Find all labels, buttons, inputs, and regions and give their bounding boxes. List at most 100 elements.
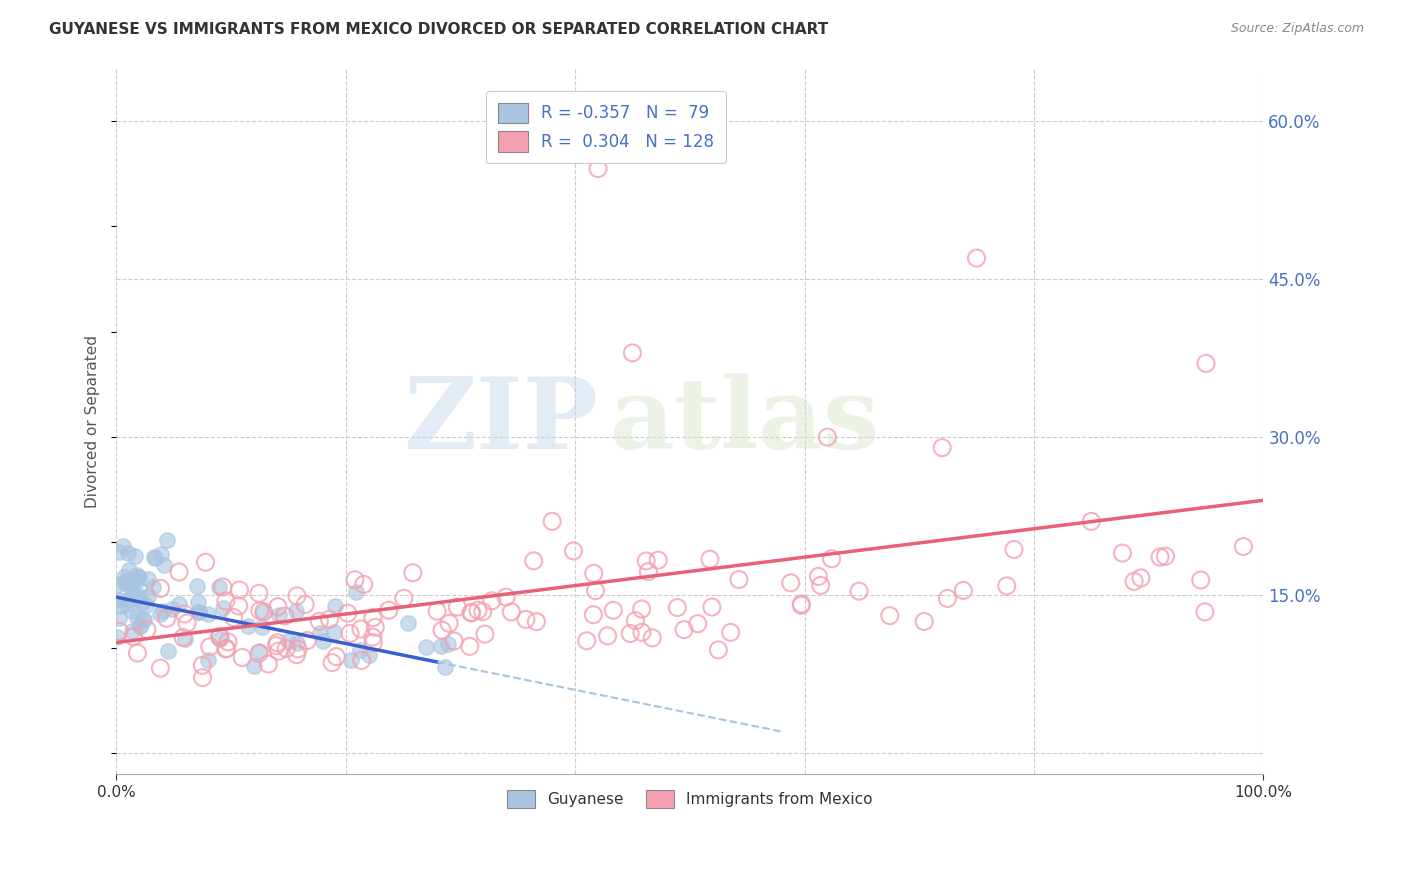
Point <box>966 251 988 265</box>
Point <box>285 636 308 650</box>
Point <box>1154 549 1177 564</box>
Point <box>208 580 231 594</box>
Point <box>187 595 209 609</box>
Point <box>526 615 548 629</box>
Point <box>114 575 136 590</box>
Text: GUYANESE VS IMMIGRANTS FROM MEXICO DIVORCED OR SEPARATED CORRELATION CHART: GUYANESE VS IMMIGRANTS FROM MEXICO DIVOR… <box>49 22 828 37</box>
Point <box>995 579 1018 593</box>
Point <box>647 553 669 567</box>
Point <box>114 574 136 588</box>
Text: Source: ZipAtlas.com: Source: ZipAtlas.com <box>1230 22 1364 36</box>
Point <box>252 605 274 619</box>
Point <box>208 632 231 646</box>
Point <box>107 545 129 559</box>
Point <box>128 590 150 604</box>
Point <box>353 577 375 591</box>
Point <box>636 554 658 568</box>
Point <box>624 614 647 628</box>
Point <box>143 550 166 565</box>
Point <box>167 565 190 579</box>
Point <box>402 566 425 580</box>
Point <box>250 620 273 634</box>
Point <box>273 609 295 624</box>
Point <box>285 648 308 662</box>
Point <box>308 615 330 629</box>
Point <box>931 441 953 455</box>
Point <box>318 612 340 626</box>
Point <box>621 346 644 360</box>
Point <box>523 554 546 568</box>
Point <box>1002 542 1025 557</box>
Point <box>129 619 152 633</box>
Point <box>936 591 959 606</box>
Point <box>294 598 316 612</box>
Point <box>415 640 437 654</box>
Point <box>149 607 172 621</box>
Point <box>1129 571 1152 585</box>
Point <box>149 661 172 675</box>
Point <box>266 636 288 650</box>
Point <box>124 549 146 563</box>
Point <box>267 599 290 614</box>
Point <box>437 616 460 631</box>
Point <box>541 514 564 528</box>
Point <box>156 611 179 625</box>
Point <box>107 578 129 592</box>
Point <box>586 161 609 176</box>
Point <box>582 607 605 622</box>
Point <box>720 625 742 640</box>
Point <box>817 430 839 444</box>
Point <box>191 658 214 673</box>
Point <box>228 599 250 613</box>
Point <box>686 616 709 631</box>
Point <box>602 603 624 617</box>
Point <box>125 609 148 624</box>
Point <box>585 583 607 598</box>
Point <box>211 580 233 594</box>
Point <box>707 643 730 657</box>
Point <box>392 591 415 606</box>
Point <box>121 586 143 600</box>
Point <box>1195 356 1218 370</box>
Point <box>112 539 135 553</box>
Point <box>121 604 143 618</box>
Point <box>1194 605 1216 619</box>
Point <box>378 603 401 617</box>
Point <box>249 604 271 618</box>
Point <box>131 596 153 610</box>
Point <box>125 567 148 582</box>
Point <box>285 604 308 618</box>
Point <box>446 600 468 615</box>
Point <box>323 624 346 639</box>
Point <box>153 558 176 573</box>
Point <box>257 657 280 671</box>
Point <box>790 599 813 613</box>
Point <box>364 620 387 634</box>
Point <box>197 653 219 667</box>
Point <box>247 646 270 660</box>
Point <box>172 631 194 645</box>
Point <box>132 612 155 626</box>
Point <box>323 599 346 613</box>
Point <box>136 589 159 603</box>
Point <box>132 613 155 627</box>
Point <box>222 610 245 624</box>
Point <box>336 606 359 620</box>
Point <box>728 573 751 587</box>
Text: ZIP: ZIP <box>404 373 598 470</box>
Point <box>363 635 385 649</box>
Point <box>285 589 308 603</box>
Point <box>127 646 149 660</box>
Point <box>350 622 373 636</box>
Point <box>495 590 517 604</box>
Point <box>108 611 131 625</box>
Point <box>515 612 537 626</box>
Point <box>1111 546 1133 560</box>
Point <box>243 658 266 673</box>
Point <box>127 574 149 589</box>
Point <box>208 629 231 643</box>
Point <box>434 659 457 673</box>
Point <box>211 600 233 615</box>
Point <box>247 586 270 600</box>
Point <box>187 605 209 619</box>
